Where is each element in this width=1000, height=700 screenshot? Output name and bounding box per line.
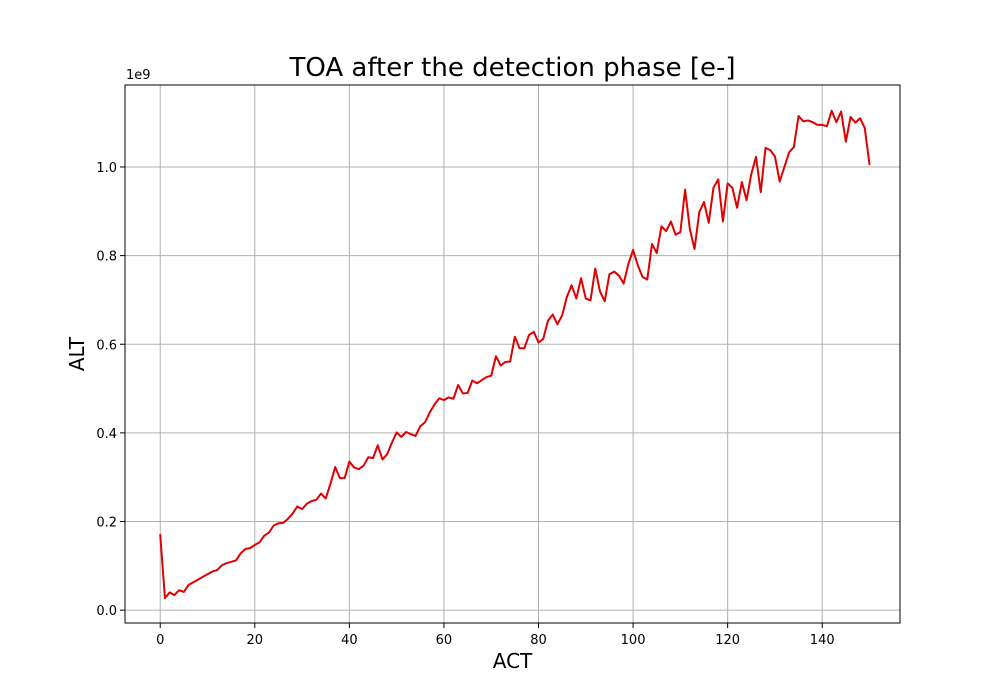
x-tick-label: 0 [156, 633, 164, 648]
plot-frame [124, 84, 901, 624]
series-lines [159, 109, 871, 600]
x-tick-label: 100 [621, 633, 646, 648]
y-tick-label: 0.0 [96, 604, 117, 619]
x-tick-label: 60 [436, 633, 453, 648]
x-tick-label: 140 [810, 633, 835, 648]
axis-ticks: 0 20 40 60 80 100 120 140 0.0 0.2 0.4 0.6 0.8 1.0 [96, 161, 834, 648]
y-tick-label: 0.8 [96, 250, 117, 265]
y-axis-offset-label: 1e9 [126, 68, 151, 83]
x-axis-label: ACT [493, 649, 533, 673]
y-tick-label: 0.2 [96, 516, 117, 531]
x-tick-label: 40 [341, 633, 358, 648]
x-tick-label: 120 [715, 633, 740, 648]
x-tick-label: 20 [247, 633, 264, 648]
y-tick-label: 1.0 [96, 161, 117, 176]
chart-title: TOA after the detection phase [e-] [288, 53, 735, 83]
grid-lines [125, 85, 900, 623]
y-tick-label: 0.6 [96, 338, 117, 353]
x-tick-label: 80 [530, 633, 547, 648]
y-axis-label: ALT [65, 336, 89, 371]
series-line-0 [159, 109, 871, 600]
y-tick-label: 0.4 [96, 427, 117, 442]
